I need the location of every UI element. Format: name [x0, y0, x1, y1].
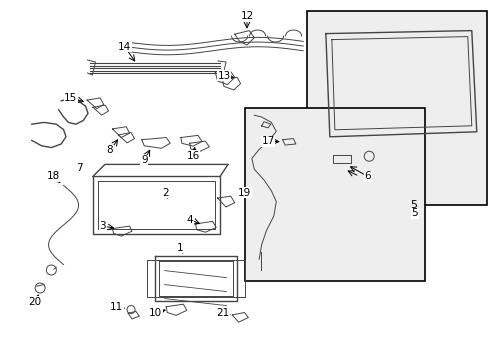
- Text: 20: 20: [29, 297, 41, 307]
- Text: 8: 8: [106, 145, 113, 156]
- Text: 13: 13: [217, 71, 230, 81]
- Text: 6: 6: [363, 171, 369, 181]
- Text: 10: 10: [149, 308, 162, 318]
- Text: 4: 4: [186, 215, 193, 225]
- Text: 21: 21: [215, 308, 229, 318]
- Text: 6: 6: [364, 171, 370, 181]
- Bar: [306, 11, 486, 205]
- Text: 3: 3: [99, 221, 106, 231]
- Text: 9: 9: [141, 155, 147, 165]
- Text: 14: 14: [118, 42, 131, 52]
- Text: 1: 1: [176, 243, 183, 253]
- Text: 18: 18: [47, 171, 61, 181]
- Text: 11: 11: [109, 302, 123, 312]
- Text: 2: 2: [162, 188, 168, 198]
- Text: 7: 7: [76, 163, 82, 174]
- Text: 12: 12: [240, 11, 253, 21]
- Bar: [244, 108, 425, 281]
- Text: 15: 15: [64, 93, 78, 103]
- Text: 16: 16: [186, 150, 200, 161]
- Text: 17: 17: [261, 136, 274, 146]
- Text: 5: 5: [409, 200, 416, 210]
- Text: 5: 5: [410, 208, 417, 218]
- Text: 19: 19: [237, 188, 251, 198]
